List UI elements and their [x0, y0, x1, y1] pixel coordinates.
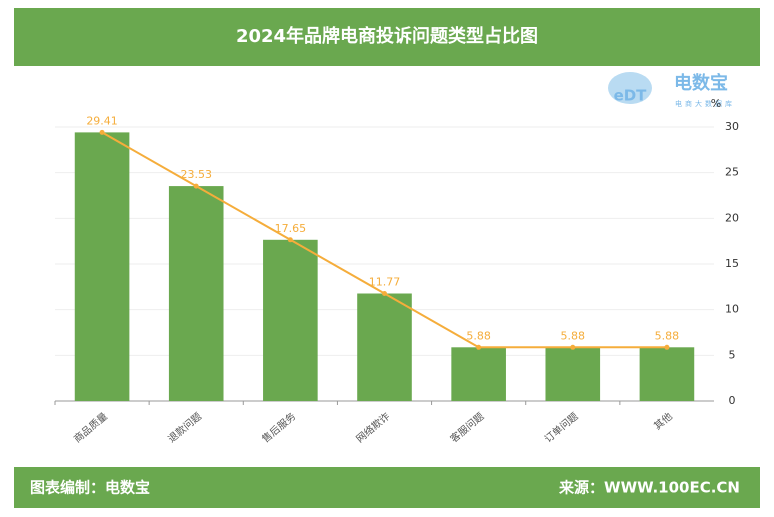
- y-tick-label: 0: [729, 394, 736, 407]
- x-tick-label: 退款问题: [165, 410, 204, 446]
- y-tick-label: 30: [725, 120, 739, 133]
- logo: eDT 电数宝 电商大数据库: [608, 72, 735, 108]
- data-label: 5.88: [655, 329, 680, 342]
- bar: [451, 347, 506, 401]
- bar: [357, 293, 412, 401]
- x-tick-label: 其他: [651, 410, 675, 433]
- logo-mark: eDT: [614, 87, 648, 105]
- data-label: 5.88: [466, 329, 491, 342]
- line-point: [382, 291, 387, 297]
- data-label: 11.77: [369, 276, 401, 289]
- line-point: [664, 344, 670, 350]
- bar: [168, 186, 224, 401]
- logo-tagline: 电商大数据库: [675, 99, 735, 108]
- data-label: 17.65: [275, 222, 307, 235]
- bar: [545, 347, 601, 401]
- data-label: 5.88: [561, 329, 586, 342]
- logo-cloud: [608, 72, 652, 104]
- footer-band: [14, 467, 760, 508]
- data-label: 23.53: [180, 168, 212, 181]
- logo-name: 电数宝: [674, 72, 728, 94]
- y-unit: %: [711, 97, 721, 110]
- line-point: [570, 344, 576, 350]
- line-point: [99, 129, 105, 135]
- bar: [639, 347, 695, 401]
- y-tick-label: 25: [725, 166, 739, 179]
- line-point: [287, 237, 293, 243]
- footer-left: 图表编制：电数宝: [30, 479, 150, 497]
- x-tick-label: 商品质量: [71, 410, 110, 446]
- x-tick-label: 订单问题: [542, 410, 581, 446]
- chart-title: 2024年品牌电商投诉问题类型占比图: [236, 25, 538, 47]
- y-tick-label: 20: [725, 211, 739, 224]
- bar: [263, 239, 318, 401]
- x-tick-label: 售后服务: [259, 410, 298, 446]
- header-band: [14, 8, 760, 66]
- y-tick-label: 10: [725, 303, 739, 316]
- footer-right: 来源：WWW.100EC.CN: [558, 479, 740, 497]
- x-tick-label: 网络欺诈: [353, 410, 392, 446]
- line-point: [476, 344, 482, 350]
- y-tick-label: 15: [725, 257, 739, 270]
- bar: [74, 132, 130, 401]
- line-point: [193, 183, 199, 189]
- y-tick-label: 5: [729, 348, 736, 361]
- x-tick-label: 客服问题: [448, 410, 487, 446]
- data-label: 29.41: [86, 114, 118, 127]
